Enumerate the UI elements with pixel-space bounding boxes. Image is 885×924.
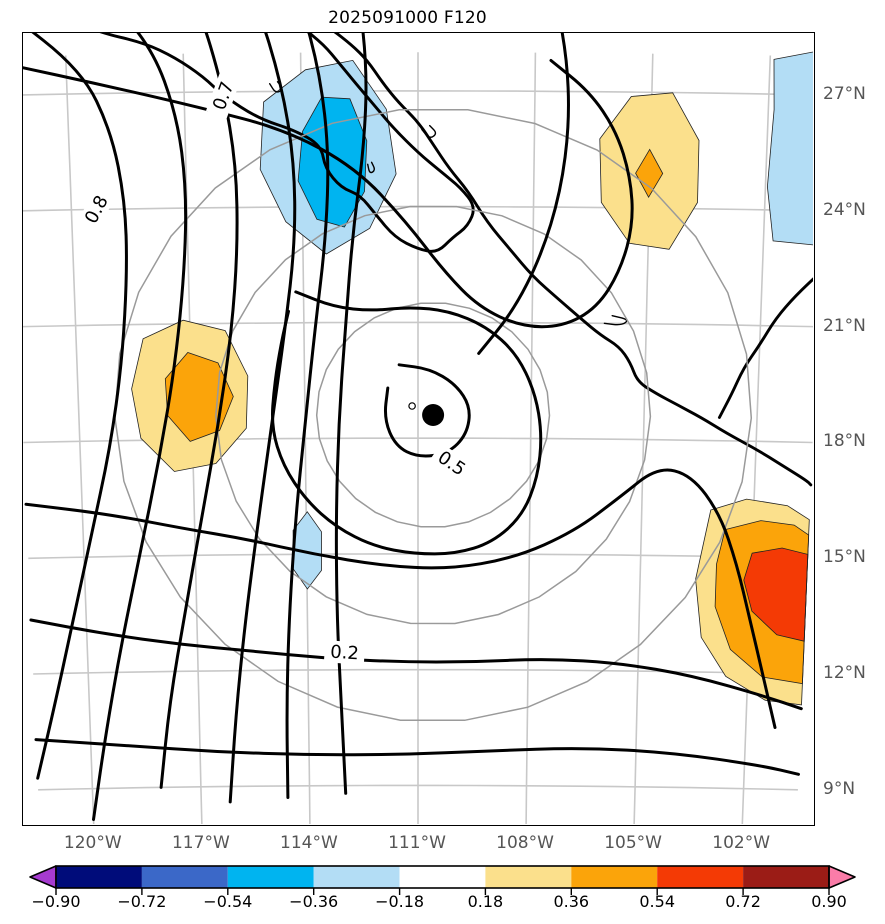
range-ring [315, 302, 551, 528]
colorbar-segment [399, 866, 486, 888]
contour-label-mask [206, 73, 241, 119]
colorbar-tick-label: −0.54 [203, 892, 253, 911]
shade-baja-negative-anomaly [298, 97, 367, 227]
latitude-tick-label: 15°N [823, 547, 866, 568]
coastline [421, 124, 437, 138]
colorbar-tick-label: 0.90 [811, 892, 847, 911]
contour-label-mask [428, 442, 475, 484]
shade-outline-sierra-positive [599, 92, 700, 250]
shade-southeast-max-core [743, 548, 808, 642]
contour-line [24, 468, 777, 729]
contour-line [228, 33, 297, 804]
storm-center-small-ring [408, 402, 416, 410]
contour-line [271, 290, 543, 556]
colorbar-tick-label: −0.36 [289, 892, 339, 911]
coastline [367, 161, 376, 174]
colorbar: −0.90 −0.72 −0.54 −0.36 −0.18 0.18 0.36 0.54 0.7… [0, 862, 885, 924]
latitude-tick-label: 21°N [823, 315, 866, 336]
longitude-tick-label: 108°W [496, 833, 554, 853]
contour-label: 0.2 [330, 642, 360, 665]
colorbar-extend-max [828, 865, 856, 889]
coastline [717, 277, 813, 419]
longitude-tick-label: 120°W [63, 833, 122, 853]
contour-label-mask [323, 640, 366, 665]
shade-outline-baja-negative-halo [259, 59, 397, 255]
colorbar-extend-min [29, 865, 57, 889]
contour-line [477, 33, 570, 355]
map-contour-canvas: 0.80.70.50.2 [23, 33, 813, 824]
graticule-meridian [741, 55, 772, 824]
latitude-tick-label: 9°N [823, 778, 856, 799]
coastline [333, 33, 813, 487]
contour-label-mask [77, 186, 116, 233]
shade-outline-west-positive-core [164, 352, 234, 442]
colorbar-tick-label: 0.18 [467, 892, 504, 911]
colorbar-swatches [29, 865, 856, 895]
latitude-tick-label: 18°N [823, 431, 866, 452]
colorbar-border [55, 865, 830, 889]
colorbar-segment [485, 866, 572, 888]
longitude-tick-label: 114°W [280, 833, 338, 853]
contour-line [31, 33, 128, 780]
contour-line [34, 738, 800, 776]
graticule-meridian [64, 55, 95, 824]
colorbar-tick-label: 0.54 [639, 892, 675, 911]
colorbar-tick-label: 0.36 [553, 892, 590, 911]
contour-line [383, 363, 471, 458]
colorbar-segment [227, 866, 314, 888]
shade-outline-southeast-max-core [743, 547, 809, 642]
contour-line [334, 33, 368, 795]
contour-line [92, 33, 188, 821]
latitude-tick-label: 27°N [823, 84, 866, 105]
latitude-tick-label: 24°N [823, 199, 866, 220]
shade-small-negative-patch [293, 511, 322, 589]
contour-label-group: 0.2 [323, 640, 366, 665]
range-ring [215, 205, 652, 625]
contour-line [159, 33, 239, 789]
storm-center-marker [422, 404, 445, 426]
latitude-tick-label: 12°N [823, 663, 866, 683]
colorbar-segment [313, 866, 400, 888]
colorbar-segment [56, 866, 142, 888]
colorbar-segment [141, 866, 228, 888]
graticule-parallel [38, 784, 798, 791]
colorbar-segment [571, 866, 658, 888]
contour-line [29, 618, 803, 711]
colorbar-tick-label: −0.18 [375, 892, 425, 911]
colorbar-segment [743, 866, 829, 888]
shade-outline-southeast-max-mid [714, 520, 810, 685]
contour-line [285, 33, 330, 799]
colorbar-tick-label: −0.90 [31, 892, 81, 911]
contour-label-group: 0.7 [206, 73, 241, 119]
longitude-tick-label: 117°W [171, 833, 230, 853]
colorbar-tick-label: 0.72 [725, 892, 761, 911]
graticule-parallel [23, 90, 813, 96]
map-plot-area: 0.8 0.7 0.5 0.2 [22, 32, 815, 826]
coastline [99, 33, 475, 253]
longitude-tick-label: 105°W [604, 833, 662, 853]
coastline [603, 315, 628, 326]
shade-east-edge-negative [767, 51, 813, 245]
contour-line [23, 59, 634, 329]
shade-outline-east-edge-negative [766, 51, 813, 246]
longitude-tick-label: 111°W [388, 833, 446, 853]
graticule-parallel [23, 321, 813, 328]
page-title: 2025091000 F120 [328, 8, 487, 28]
colorbar-segment [657, 866, 744, 888]
colorbar-tick-label: −0.72 [117, 892, 167, 911]
longitude-tick-label: 102°W [712, 833, 771, 853]
shade-outline-west-positive-halo [131, 319, 249, 472]
